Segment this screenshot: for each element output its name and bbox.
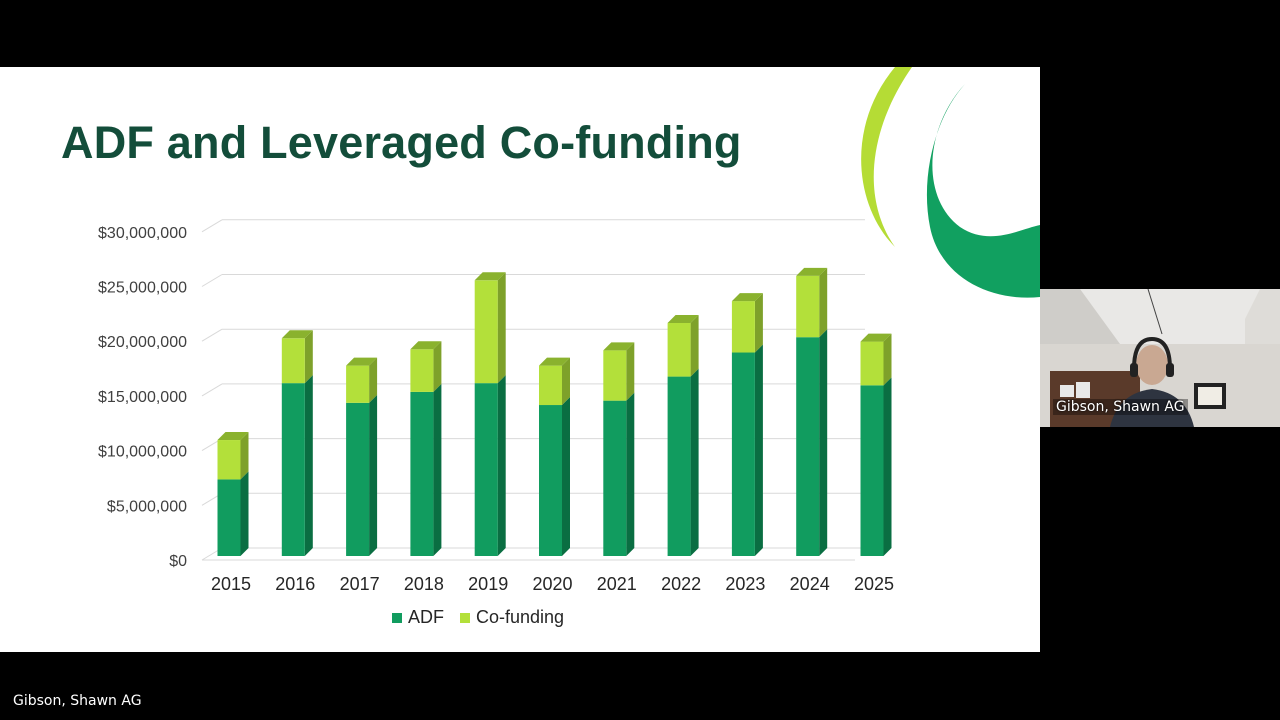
- bar-segment-co-funding: [667, 322, 691, 377]
- chart-legend: ADF Co-funding: [392, 607, 564, 628]
- bar-top: [217, 432, 249, 441]
- bar-segment-co-funding: [474, 280, 498, 384]
- bar-segment-co-funding: [603, 350, 627, 401]
- bar-side-co-funding: [497, 272, 506, 384]
- participant-video-tile[interactable]: Gibson, Shawn AG: [1040, 289, 1280, 427]
- legend-label-adf: ADF: [408, 607, 444, 627]
- x-axis-tick-label: 2019: [468, 574, 508, 594]
- x-axis-tick-label: 2017: [340, 574, 380, 594]
- bar-top: [474, 272, 506, 281]
- bar-segment-adf: [796, 337, 820, 556]
- bar-side-co-funding: [883, 333, 892, 386]
- bar-side-adf: [240, 471, 249, 556]
- bar-top: [667, 314, 699, 323]
- decorative-swoosh-logo: [861, 67, 1040, 298]
- gridline-depth: [201, 274, 223, 287]
- bar-top: [346, 357, 378, 366]
- active-speaker-name: Gibson, Shawn AG: [13, 693, 142, 709]
- bar-side-co-funding: [819, 267, 828, 338]
- bar-side-co-funding: [562, 357, 570, 406]
- bar-segment-adf: [539, 405, 562, 556]
- y-axis-tick-label: $15,000,000: [98, 389, 187, 406]
- bar-side-adf: [369, 394, 378, 556]
- y-axis-tick-label: $10,000,000: [98, 444, 187, 461]
- y-axis-tick-label: $5,000,000: [107, 498, 187, 515]
- legend-item-cofunding: Co-funding: [460, 607, 564, 628]
- bar-side-co-funding: [754, 293, 763, 353]
- presentation-slide: ADF and Leveraged Co-funding $0 $5,000,00…: [0, 67, 1040, 652]
- bar-side-co-funding: [369, 357, 378, 403]
- x-axis-tick-label: 2020: [532, 574, 572, 594]
- bar-segment-adf: [731, 352, 755, 556]
- bar-side-co-funding: [240, 432, 249, 480]
- bar-segment-co-funding: [410, 349, 434, 392]
- bar-top: [603, 342, 635, 351]
- bar-segment-co-funding: [539, 365, 562, 406]
- x-axis-tick-label: 2022: [661, 574, 701, 594]
- bar-side-co-funding: [304, 330, 313, 384]
- legend-swatch-cofunding: [460, 612, 470, 623]
- bar-segment-adf: [217, 479, 241, 556]
- bar-side-adf: [433, 383, 442, 556]
- bar-segment-co-funding: [281, 338, 305, 384]
- bar-segment-co-funding: [796, 275, 820, 338]
- bar-side-adf: [819, 329, 828, 556]
- bar-segment-adf: [281, 383, 305, 556]
- bar-side-adf: [754, 344, 763, 556]
- participant-name-label: Gibson, Shawn AG: [1053, 399, 1188, 415]
- x-axis-tick-label: 2018: [404, 574, 444, 594]
- bar-top: [539, 357, 570, 366]
- slide-title: ADF and Leveraged Co-funding: [61, 117, 742, 168]
- gridline-depth: [201, 328, 223, 342]
- bar-top: [860, 333, 892, 342]
- bar-top: [281, 330, 313, 339]
- bar-segment-adf: [410, 391, 434, 556]
- bar-segment-adf: [346, 402, 370, 556]
- gridline-depth: [201, 219, 223, 233]
- bar-segment-adf: [603, 400, 627, 556]
- x-axis-tick-label: 2023: [725, 574, 765, 594]
- swoosh-light-arc: [861, 67, 912, 247]
- x-axis-tick-label: 2025: [854, 574, 894, 594]
- bar-segment-co-funding: [731, 301, 755, 353]
- swoosh-dark-arc: [926, 84, 1040, 298]
- bar-side-adf: [497, 375, 506, 556]
- bar-side-co-funding: [433, 341, 442, 392]
- bar-segment-adf: [860, 385, 884, 556]
- bar-top: [731, 293, 763, 302]
- bar-side-co-funding: [690, 314, 699, 377]
- bar-segment-adf: [474, 383, 498, 556]
- bar-side-adf: [304, 375, 313, 556]
- bar-top: [410, 341, 442, 350]
- bar-side-adf: [883, 377, 892, 556]
- x-axis-tick-label: 2021: [597, 574, 637, 594]
- x-axis-tick-label: 2015: [211, 574, 251, 594]
- y-axis-tick-label: $25,000,000: [98, 280, 187, 297]
- bar-top: [796, 267, 828, 276]
- bar-side-adf: [626, 392, 635, 556]
- y-axis-tick-label: $0: [169, 553, 187, 570]
- legend-item-adf: ADF: [392, 607, 444, 628]
- y-axis-tick-label: $30,000,000: [98, 225, 187, 242]
- bar-segment-co-funding: [346, 365, 370, 403]
- stacked-bar-chart: $0 $5,000,000 $10,000,000 $15,000,000 $20,00…: [98, 219, 894, 594]
- bar-segment-co-funding: [217, 440, 241, 480]
- bar-segment-co-funding: [860, 341, 884, 386]
- x-axis-tick-label: 2024: [790, 574, 830, 594]
- x-axis-tick-label: 2016: [275, 574, 315, 594]
- webcam-video-feed: [1040, 289, 1280, 427]
- bar-side-co-funding: [626, 342, 635, 401]
- bar-segment-adf: [667, 376, 691, 556]
- gridline-depth: [201, 383, 223, 397]
- legend-swatch-adf: [392, 612, 402, 623]
- y-axis-tick-label: $20,000,000: [98, 334, 187, 351]
- legend-label-cofunding: Co-funding: [476, 607, 565, 627]
- bar-side-adf: [690, 368, 699, 556]
- bar-side-adf: [562, 397, 570, 556]
